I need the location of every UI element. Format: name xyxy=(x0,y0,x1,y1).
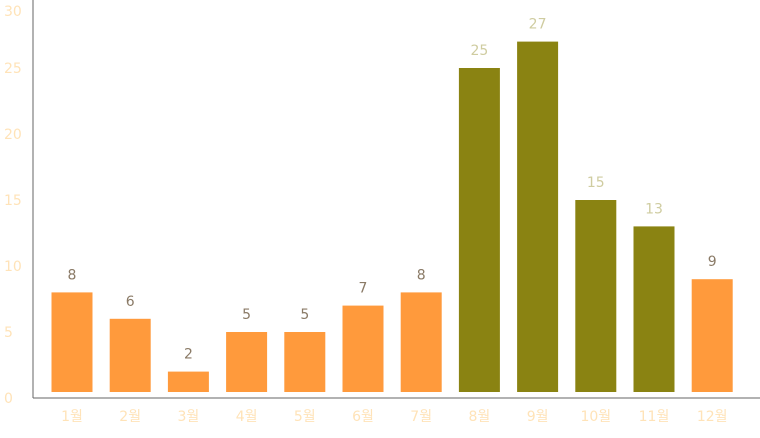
x-tick-label: 7월 xyxy=(410,409,432,425)
y-tick-label: 20 xyxy=(4,127,22,143)
data-label: 6 xyxy=(126,294,135,310)
data-label: 27 xyxy=(529,17,547,33)
data-label: 2 xyxy=(184,347,193,363)
bar xyxy=(633,226,675,392)
bar xyxy=(575,200,617,392)
data-label: 8 xyxy=(68,267,77,283)
x-tick-label: 6월 xyxy=(352,409,374,425)
data-label: 5 xyxy=(242,307,251,323)
bar xyxy=(691,279,733,392)
y-tick-label: 10 xyxy=(4,259,22,275)
data-label: 9 xyxy=(708,254,717,270)
bar xyxy=(342,305,384,392)
bar xyxy=(517,41,559,392)
bar xyxy=(400,292,442,392)
bar xyxy=(167,371,209,392)
data-label: 15 xyxy=(587,175,605,191)
x-tick-label: 2월 xyxy=(119,409,141,425)
x-tick-label: 11월 xyxy=(639,409,670,425)
x-tick-label: 5월 xyxy=(294,409,316,425)
bars xyxy=(51,41,733,392)
y-tick-label: 0 xyxy=(4,391,13,407)
x-tick-label: 3월 xyxy=(178,409,200,425)
x-tick-label: 12월 xyxy=(697,409,728,425)
x-tick-label: 4월 xyxy=(236,409,258,425)
data-label: 25 xyxy=(470,43,488,59)
y-tick-label: 30 xyxy=(4,4,22,20)
data-label: 8 xyxy=(417,267,426,283)
x-tick-label: 9월 xyxy=(527,409,549,425)
y-tick-label: 25 xyxy=(4,61,22,77)
x-tick-label: 1월 xyxy=(61,409,83,425)
bar xyxy=(226,332,268,392)
y-tick-label: 15 xyxy=(4,193,22,209)
x-axis: 1월 2월 3월 4월 5월 6월 7월 8월 9월 10월 11월 12월 xyxy=(33,397,760,425)
x-tick-label: 10월 xyxy=(580,409,611,425)
bar xyxy=(51,292,93,392)
y-tick-label: 5 xyxy=(4,325,13,341)
y-axis: 0 5 10 15 20 25 30 xyxy=(4,0,34,407)
x-tick-label: 8월 xyxy=(469,409,491,425)
data-label: 7 xyxy=(359,281,368,297)
data-label: 13 xyxy=(645,201,663,217)
bar xyxy=(109,318,151,392)
data-label: 5 xyxy=(300,307,309,323)
bar xyxy=(458,68,500,392)
bar xyxy=(284,332,326,392)
